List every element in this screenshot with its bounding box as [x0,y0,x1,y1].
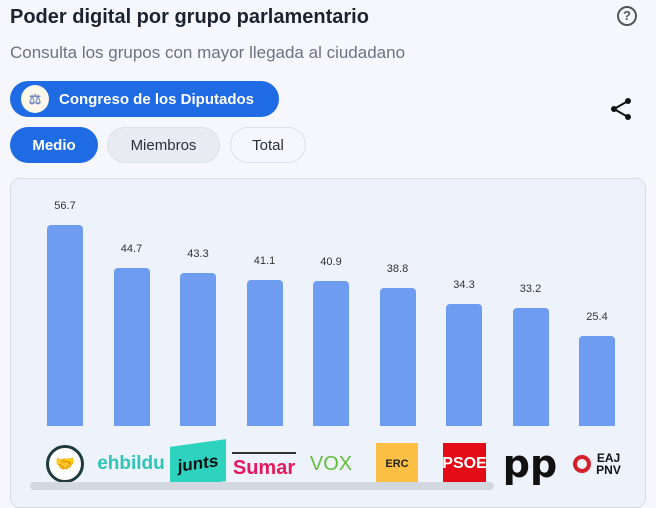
logo-ehbildu: ehbildu [97,453,165,474]
chamber-label: Congreso de los Diputados [59,90,255,108]
share-icon[interactable] [608,95,636,123]
bar-value-label: 33.2 [519,283,542,296]
bar-value-label: 43.3 [187,247,209,260]
bar-value-label: 56.7 [54,199,76,212]
bar-value-label: 41.1 [253,255,276,268]
logo-pnv-text: EAJ PNV [596,451,621,477]
bar-value-label: 40.9 [320,256,342,268]
congreso-logo-icon: ⚖ [21,85,49,113]
horizontal-scrollbar[interactable] [30,482,494,490]
bar-erc[interactable] [379,288,416,426]
tab-miembros[interactable]: Miembros [107,127,220,163]
bar-grupo-mixto[interactable] [47,224,83,426]
bar-eh-bildu[interactable] [113,267,150,426]
bar-value-label: 34.3 [453,279,475,292]
bar-value-label: 25.4 [586,310,608,323]
logo-erc: ERC [376,443,418,485]
help-icon[interactable]: ? [617,6,637,26]
logo-vox: VOX [309,452,353,475]
bar-pp[interactable] [512,308,549,426]
bar-value-label: 44.7 [120,242,143,255]
bar-value-label: 38.8 [386,263,409,276]
page-title: Poder digital por grupo parlamentario [10,6,369,28]
logo-sumar: Sumar [232,452,296,482]
bar-sumar[interactable] [246,280,283,426]
bar-psoe[interactable] [446,304,482,426]
page-subtitle: Consulta los grupos con mayor llegada al… [10,43,406,62]
tab-medio[interactable]: Medio [10,127,98,163]
logo-grupo-mixto: 🤝 [44,443,86,485]
tab-total[interactable]: Total [230,127,306,163]
bar-eaj-pnv[interactable] [579,335,615,426]
logo-pnv: EAJ PNV [566,443,630,485]
logo-psoe: PSOE [442,443,487,485]
bar-vox[interactable] [313,281,349,426]
chamber-selector-button[interactable]: ⚖ Congreso de los Diputados [10,81,279,117]
logo-pp: pp [502,442,558,486]
bar-junts[interactable] [180,272,216,426]
